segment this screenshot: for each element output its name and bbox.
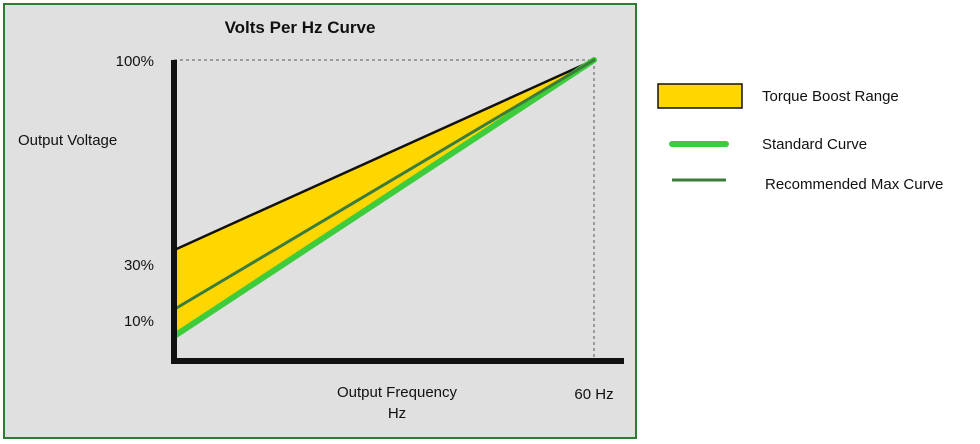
y-tick-label-10: 10% — [124, 313, 154, 330]
tick-labels: 100% 30% 10% 60 Hz — [116, 53, 614, 403]
y-tick-label-30: 30% — [124, 257, 154, 274]
x-tick-label-60: 60 Hz — [574, 386, 613, 403]
torque-boost-upper-edge — [173, 58, 595, 252]
x-axis-label-line-2: Hz — [388, 405, 406, 422]
standard-curve-line — [171, 57, 597, 340]
legend: Torque Boost Range Standard Curve Recommen… — [657, 83, 943, 193]
recommended-max-curve-line — [172, 58, 596, 311]
y-tick-label-100: 100% — [116, 53, 154, 70]
legend-label-1: Standard Curve — [762, 136, 867, 153]
legend-swatch-torque-boost — [657, 83, 743, 109]
legend-label-2: Recommended Max Curve — [765, 176, 943, 193]
x-axis-label-line-1: Output Frequency — [337, 384, 458, 401]
legend-label-0: Torque Boost Range — [762, 88, 899, 105]
chart-title: Volts Per Hz Curve — [225, 18, 376, 37]
y-axis-label: Output Voltage — [18, 132, 117, 149]
series-layer — [171, 57, 597, 340]
